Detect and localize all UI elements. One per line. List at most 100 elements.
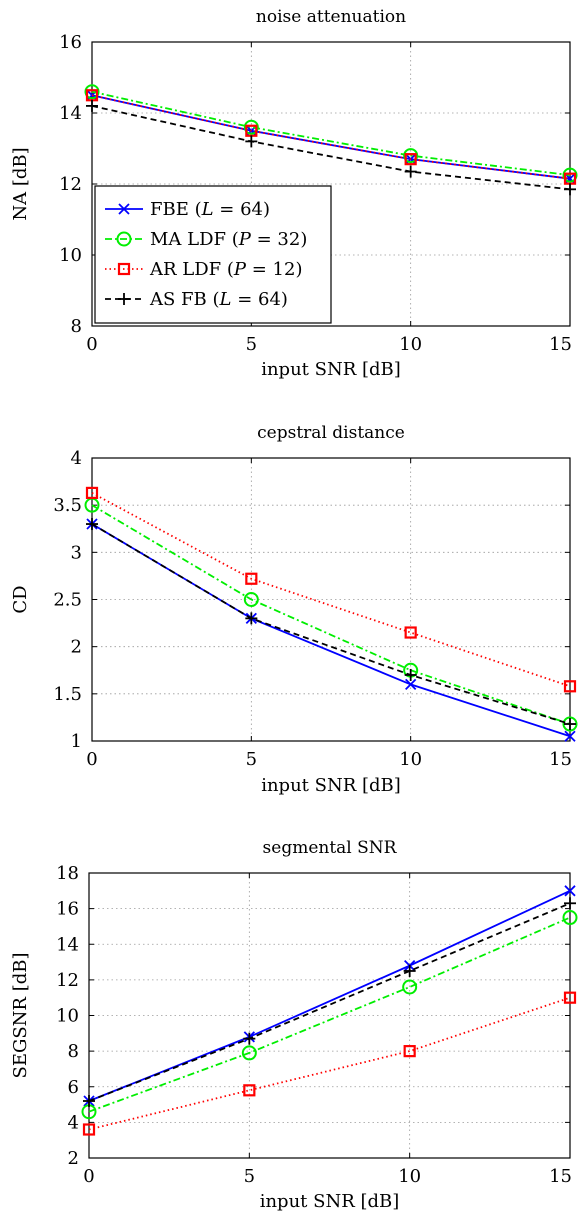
legend-marker bbox=[118, 203, 130, 215]
legend-label-variable: P bbox=[233, 259, 247, 280]
x-tick-label: 0 bbox=[86, 749, 97, 770]
chart-panel-3: 2 4 6 8 10 12 14 16 18 0 5 10 15 segmental SNR input S… bbox=[10, 838, 578, 1212]
series-line bbox=[91, 492, 571, 688]
chart-panel-2: 1 1.5 2 2.5 3 3.5 4 0 5 10 15 cepstral distance inpu… bbox=[10, 423, 578, 796]
chart-title: segmental SNR bbox=[263, 838, 398, 858]
y-tick-label: 4 bbox=[68, 1112, 79, 1133]
series-2 bbox=[84, 497, 578, 732]
series-4 bbox=[86, 99, 576, 196]
series-line bbox=[88, 889, 571, 1102]
series-4 bbox=[83, 897, 576, 1107]
data-point bbox=[564, 730, 576, 742]
y-axis-label: CD bbox=[10, 585, 31, 613]
legend-label: AR LDF (P = 12) bbox=[149, 259, 302, 280]
series-3 bbox=[82, 991, 577, 1136]
y-tick-label: 14 bbox=[56, 934, 79, 955]
y-axis-label: NA [dB] bbox=[10, 147, 31, 220]
series-line bbox=[88, 902, 571, 1102]
data-point bbox=[564, 885, 576, 897]
data-point bbox=[243, 592, 259, 607]
x-axis-label: input SNR [dB] bbox=[261, 359, 401, 380]
x-tick-label: 5 bbox=[246, 334, 257, 355]
x-tick-label: 0 bbox=[83, 1166, 94, 1187]
legend-label: AS FB (L = 64) bbox=[149, 289, 288, 310]
data-point bbox=[563, 991, 577, 1004]
data-point bbox=[405, 678, 417, 691]
x-tick-label: 10 bbox=[398, 1166, 421, 1187]
legend-label-variable: P bbox=[238, 229, 252, 250]
data-point bbox=[82, 1123, 96, 1136]
data-point bbox=[563, 680, 577, 693]
legend-marker bbox=[116, 231, 132, 247]
data-point bbox=[85, 486, 99, 500]
legend-label-text: AS FB ( bbox=[149, 289, 220, 310]
series-line bbox=[91, 94, 571, 180]
y-tick-label: 16 bbox=[56, 899, 79, 920]
legend-label: MA LDF (P = 32) bbox=[150, 229, 307, 250]
x-tick-label: 10 bbox=[399, 749, 422, 770]
y-tick-label: 3 bbox=[71, 542, 82, 563]
y-tick-label: 8 bbox=[68, 1041, 79, 1062]
series-line bbox=[91, 105, 571, 191]
y-tick-label: 12 bbox=[56, 970, 79, 991]
data-point bbox=[243, 1084, 256, 1097]
y-tick-label: 2 bbox=[71, 637, 82, 658]
series-line bbox=[91, 523, 571, 725]
data-point bbox=[403, 1045, 416, 1058]
x-tick-label: 15 bbox=[549, 334, 572, 355]
series-line bbox=[91, 90, 571, 177]
y-tick-label: 16 bbox=[59, 32, 82, 53]
y-tick-label: 10 bbox=[56, 1006, 79, 1027]
legend: FBE (L = 64)MA LDF (P = 32)AR LDF (P = 1… bbox=[94, 185, 332, 324]
data-point bbox=[404, 153, 417, 166]
data-point bbox=[403, 148, 419, 164]
series-1 bbox=[83, 885, 576, 1107]
series-line bbox=[91, 504, 571, 725]
series-2 bbox=[81, 910, 578, 1120]
chart-title: cepstral distance bbox=[257, 423, 405, 443]
series-1 bbox=[86, 89, 576, 185]
series-3 bbox=[85, 486, 577, 693]
x-tick-label: 15 bbox=[549, 1166, 572, 1187]
x-tick-label: 0 bbox=[86, 334, 97, 355]
x-tick-label: 15 bbox=[549, 749, 572, 770]
data-point bbox=[562, 716, 578, 732]
series-4 bbox=[86, 518, 576, 731]
legend-label-text: AR LDF ( bbox=[149, 259, 234, 280]
x-tick-label: 10 bbox=[399, 334, 422, 355]
y-tick-label: 8 bbox=[71, 316, 82, 337]
data-point bbox=[245, 572, 258, 585]
y-tick-label: 10 bbox=[59, 245, 82, 266]
x-axis-label: input SNR [dB] bbox=[261, 775, 401, 796]
x-tick-label: 5 bbox=[244, 1166, 255, 1187]
y-tick-label: 3.5 bbox=[53, 495, 82, 516]
series-line bbox=[88, 916, 571, 1113]
y-tick-label: 2 bbox=[68, 1148, 79, 1169]
y-axis-label: SEGSNR [dB] bbox=[10, 953, 31, 1079]
data-point bbox=[562, 910, 578, 926]
series-3 bbox=[85, 89, 577, 185]
legend-label-variable: L bbox=[201, 199, 214, 220]
y-tick-label: 6 bbox=[68, 1077, 79, 1098]
legend-label-value: = 64) bbox=[231, 289, 287, 310]
y-tick-label: 4 bbox=[71, 448, 82, 469]
legend-label-text: MA LDF ( bbox=[150, 229, 239, 250]
legend-label-value: = 12) bbox=[246, 259, 302, 280]
data-point bbox=[402, 979, 418, 995]
y-tick-label: 2.5 bbox=[53, 590, 82, 611]
y-tick-label: 18 bbox=[56, 863, 79, 884]
series-line bbox=[88, 996, 571, 1131]
legend-label: FBE (L = 64) bbox=[150, 199, 270, 220]
y-tick-label: 12 bbox=[59, 174, 82, 195]
legend-label-value: = 32) bbox=[251, 229, 307, 250]
legend-marker bbox=[117, 262, 131, 276]
y-tick-label: 14 bbox=[59, 103, 82, 124]
legend-label-variable: L bbox=[219, 289, 232, 310]
x-axis-label: input SNR [dB] bbox=[260, 1191, 400, 1212]
legend-label-text: FBE ( bbox=[150, 199, 202, 220]
data-point bbox=[404, 626, 417, 639]
legend-label-value: = 64) bbox=[214, 199, 270, 220]
y-tick-label: 1.5 bbox=[53, 684, 82, 705]
data-point bbox=[84, 84, 100, 100]
